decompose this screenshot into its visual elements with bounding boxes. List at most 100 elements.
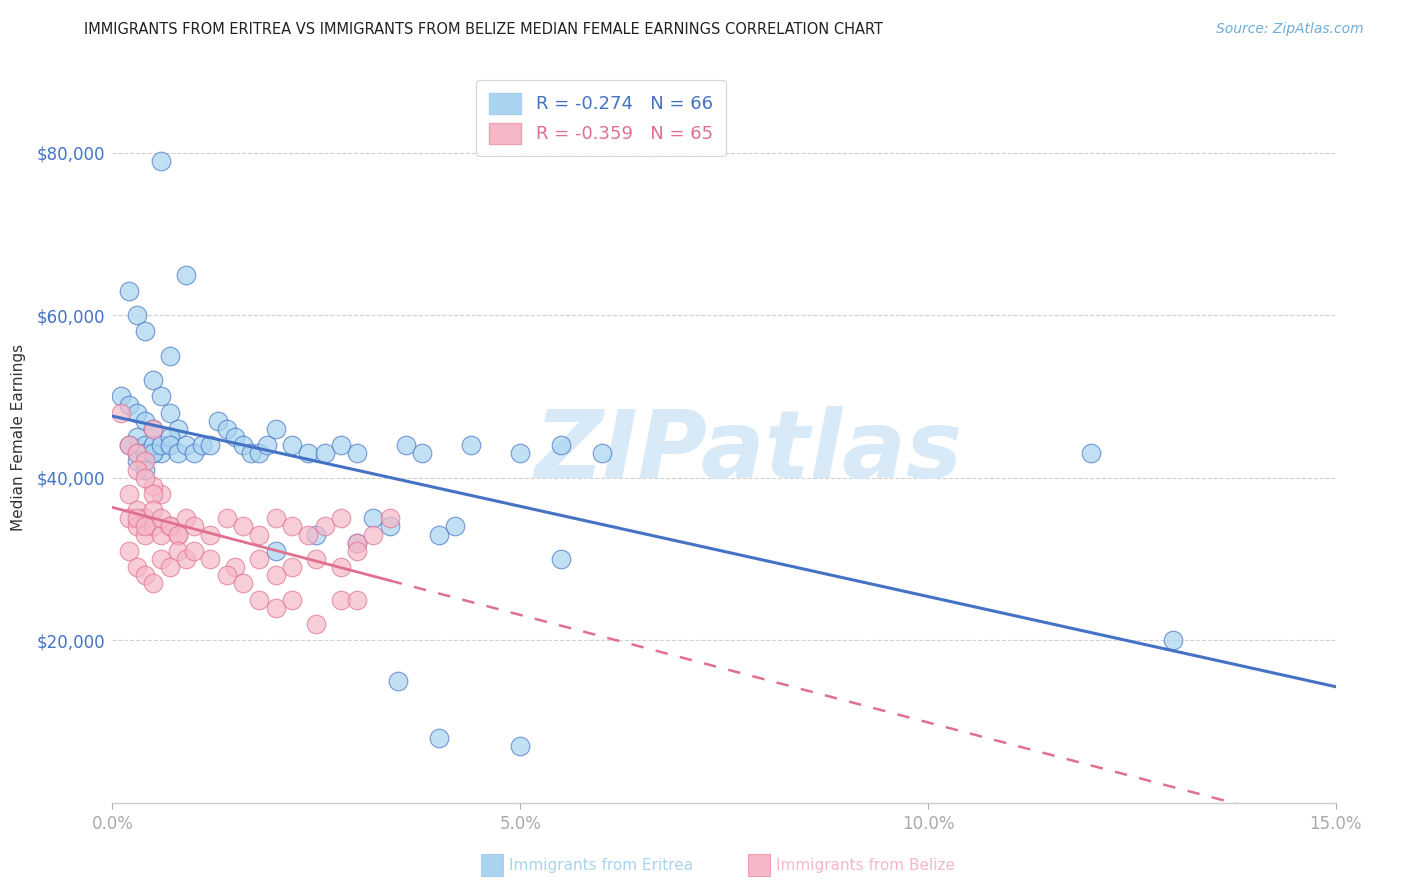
Point [183, 519, 205, 533]
Text: Source: ZipAtlas.com: Source: ZipAtlas.com [1216, 22, 1364, 37]
Point [125, 406, 148, 420]
Point [314, 519, 336, 533]
Point [142, 487, 165, 501]
Point [159, 519, 181, 533]
Point [305, 552, 328, 566]
Point [150, 438, 173, 452]
Point [200, 552, 222, 566]
Point [174, 552, 197, 566]
Point [329, 592, 352, 607]
Point [247, 552, 270, 566]
Point [150, 153, 173, 168]
Point [142, 519, 165, 533]
Point [200, 438, 222, 452]
Point [134, 325, 156, 339]
Point [281, 592, 304, 607]
Point [346, 535, 368, 549]
Point [166, 527, 188, 541]
Point [395, 438, 418, 452]
Point [150, 446, 173, 460]
Point [215, 422, 238, 436]
Point [224, 430, 246, 444]
Point [444, 519, 467, 533]
Point [110, 406, 132, 420]
Point [118, 438, 141, 452]
Point [247, 527, 270, 541]
Point [378, 519, 401, 533]
Point [118, 284, 141, 298]
Point [142, 479, 165, 493]
Point [363, 511, 385, 525]
Point [125, 446, 148, 460]
Point [346, 544, 368, 558]
Point [159, 560, 181, 574]
Point [134, 511, 156, 525]
Point [134, 519, 156, 533]
Point [264, 600, 287, 615]
Point [378, 511, 401, 525]
Point [159, 519, 181, 533]
Point [256, 438, 278, 452]
Point [166, 422, 188, 436]
Point [125, 308, 148, 322]
Point [183, 544, 205, 558]
Point [134, 454, 156, 468]
Point [142, 576, 165, 591]
Point [411, 446, 433, 460]
Point [363, 527, 385, 541]
Point [174, 268, 197, 282]
Point [125, 454, 148, 468]
Point [215, 511, 238, 525]
Point [305, 617, 328, 632]
Point [591, 446, 613, 460]
Point [215, 568, 238, 582]
Point [191, 438, 214, 452]
Point [125, 519, 148, 533]
Point [150, 389, 173, 403]
Point [134, 471, 156, 485]
Point [142, 446, 165, 460]
Text: Immigrants from Belize: Immigrants from Belize [776, 858, 955, 872]
Text: IMMIGRANTS FROM ERITREA VS IMMIGRANTS FROM BELIZE MEDIAN FEMALE EARNINGS CORRELA: IMMIGRANTS FROM ERITREA VS IMMIGRANTS FR… [84, 22, 883, 37]
Point [264, 568, 287, 582]
Point [1161, 633, 1184, 648]
Point [118, 398, 141, 412]
Point [247, 446, 270, 460]
Point [232, 519, 254, 533]
Point [159, 430, 181, 444]
Point [329, 438, 352, 452]
Point [150, 487, 173, 501]
Point [142, 422, 165, 436]
Point [232, 438, 254, 452]
Point [1080, 446, 1102, 460]
Point [125, 446, 148, 460]
Point [281, 519, 304, 533]
Point [134, 462, 156, 476]
Point [118, 487, 141, 501]
Point [550, 552, 572, 566]
Point [125, 462, 148, 476]
Point [460, 438, 482, 452]
Point [207, 414, 229, 428]
Point [346, 535, 368, 549]
Point [297, 527, 319, 541]
Point [329, 560, 352, 574]
Point [387, 673, 409, 688]
Point [346, 446, 368, 460]
Point [166, 446, 188, 460]
Point [224, 560, 246, 574]
Point [134, 414, 156, 428]
Point [346, 592, 368, 607]
Point [142, 373, 165, 387]
Point [134, 446, 156, 460]
Point [142, 422, 165, 436]
Point [427, 731, 450, 745]
Point [110, 389, 132, 403]
Point [142, 446, 165, 460]
Text: ZIPatlas: ZIPatlas [534, 406, 963, 498]
Point [297, 446, 319, 460]
Point [159, 406, 181, 420]
Point [166, 527, 188, 541]
Point [183, 446, 205, 460]
Point [134, 527, 156, 541]
